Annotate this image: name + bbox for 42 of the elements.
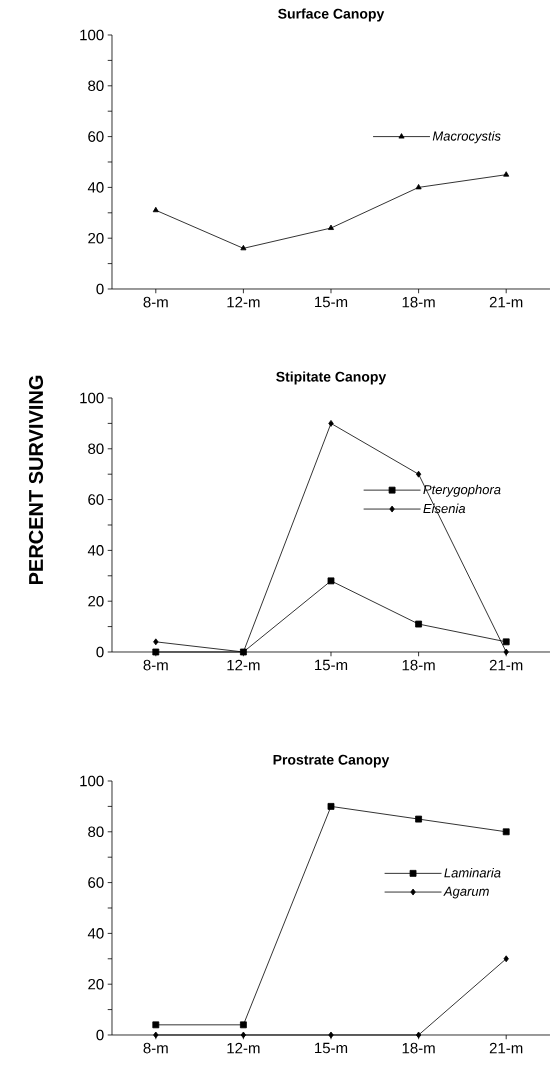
y-axis-title: PERCENT SURVIVING — [28, 375, 44, 585]
x-tick-label: 8-m — [143, 1042, 168, 1054]
x-tick-label: 12-m — [227, 659, 260, 671]
y-tick-label: 40 — [87, 545, 104, 556]
y-tick-label: 80 — [88, 826, 104, 838]
y-tick-label: 60 — [88, 494, 104, 505]
x-tick-label: 18-m — [402, 296, 435, 308]
x-tick-label: 12-m — [227, 1042, 260, 1054]
x-tick-label: 21-m — [489, 659, 523, 671]
y-tick-label: 20 — [88, 232, 104, 244]
y-tick-label: 20 — [88, 978, 104, 990]
y-tick-label: 100 — [80, 392, 104, 404]
y-tick-label: 0 — [96, 646, 104, 658]
y-tick-label: 20 — [88, 595, 104, 607]
legend-label: Laminaria — [444, 867, 501, 878]
legend-label: Eisenia — [423, 503, 466, 514]
y-tick-label: 100 — [80, 29, 104, 41]
y-tick-label: 0 — [96, 283, 104, 295]
x-tick-label: 21-m — [489, 1042, 523, 1054]
chart-title: Prostrate Canopy — [273, 754, 390, 768]
y-tick-label: 80 — [88, 80, 104, 92]
y-tick-label: 0 — [96, 1029, 104, 1041]
x-tick-label: 18-m — [402, 1042, 435, 1054]
legend-label: Pterygophora — [423, 484, 501, 497]
legend-label: Macrocystis — [432, 131, 501, 144]
x-tick-label: 8-m — [143, 659, 168, 671]
x-tick-label: 21-m — [489, 296, 523, 308]
x-tick-label: 12-m — [227, 296, 260, 308]
x-tick-label: 15-m — [315, 296, 348, 308]
x-tick-label: 15-m — [315, 1042, 348, 1054]
y-tick-label: 80 — [88, 443, 104, 455]
y-tick-label: 60 — [88, 131, 104, 142]
legend-label: Agarum — [443, 886, 489, 899]
y-tick-label: 100 — [80, 775, 104, 787]
y-tick-label: 40 — [87, 928, 104, 939]
y-tick-label: 60 — [88, 877, 104, 888]
x-tick-label: 15-m — [315, 659, 348, 671]
chart-title: Stipitate Canopy — [276, 371, 387, 385]
y-tick-label: 40 — [87, 182, 104, 193]
x-tick-label: 8-m — [143, 296, 168, 308]
x-tick-label: 18-m — [402, 659, 435, 671]
chart-title: Surface Canopy — [278, 8, 385, 22]
